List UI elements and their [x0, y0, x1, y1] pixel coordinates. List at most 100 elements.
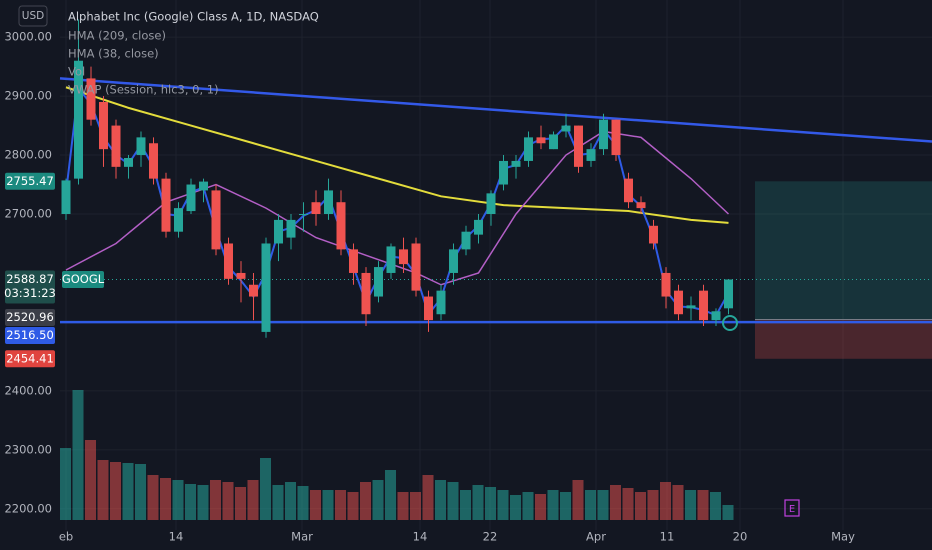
volume-bar	[560, 492, 571, 520]
candle-body	[674, 290, 683, 315]
last-price-badge	[5, 270, 55, 304]
currency[interactable]: USD	[22, 10, 44, 22]
candle-body	[386, 246, 396, 273]
volume-bar	[322, 490, 334, 520]
candle-body	[61, 180, 71, 215]
ticker-badge	[62, 271, 104, 289]
x-tick-label: eb	[59, 530, 73, 544]
candle-body	[586, 149, 596, 161]
volume-bar	[260, 458, 271, 520]
volume-bar	[172, 480, 184, 520]
volume-bar	[272, 485, 284, 520]
volume-bar	[547, 490, 559, 520]
candle-body	[486, 193, 496, 215]
volume-bar	[522, 492, 534, 520]
indicator-legend[interactable]: HMA (209, close)	[68, 29, 166, 43]
volume-bar	[672, 485, 684, 520]
volume-bar	[122, 463, 134, 520]
target-zone	[755, 181, 932, 320]
price-badge-label: 2520.96	[6, 310, 54, 324]
candle-body	[724, 279, 733, 309]
candle-body	[399, 249, 408, 265]
stop-zone	[755, 319, 932, 359]
candle-body	[374, 267, 383, 297]
candle-body	[211, 190, 221, 250]
x-tick-label: 20	[733, 530, 748, 544]
ticker-label: GOOGL	[62, 272, 105, 286]
candle-body	[499, 160, 508, 185]
volume-bar	[360, 482, 371, 520]
volume-bar	[285, 482, 296, 520]
marker-circle	[722, 315, 738, 331]
y-tick-label: 3000.00	[4, 30, 52, 44]
indicator-legend[interactable]: VWAP (Session, hlc3, 0, 1)	[68, 83, 219, 97]
volume-bar	[647, 490, 659, 520]
candle-body	[111, 125, 121, 167]
volume-bar	[297, 486, 309, 520]
volume-bar	[460, 490, 471, 520]
volume-bar	[235, 487, 246, 520]
trendline	[59, 77, 932, 143]
candle-body	[536, 137, 546, 144]
volume-bar	[347, 492, 359, 520]
volume-bar	[197, 485, 209, 520]
volume-bar	[210, 480, 221, 520]
candle-body	[199, 181, 208, 191]
candle-body	[424, 296, 433, 321]
candle-body	[149, 143, 158, 179]
x-tick-label: May	[831, 530, 855, 544]
volume-bar	[147, 475, 159, 520]
candle-body	[324, 190, 333, 215]
currency-box[interactable]	[18, 5, 48, 27]
volume-bar	[685, 490, 696, 520]
candle-body	[249, 284, 258, 297]
indicator-legend[interactable]: HMA (38, close)	[68, 47, 159, 61]
candle-body	[411, 243, 421, 291]
x-tick-label: 14	[169, 530, 184, 544]
volume-bar	[60, 448, 71, 520]
indicator-legend[interactable]: Vol	[68, 65, 85, 79]
volume-bar	[422, 475, 434, 520]
candle-body	[86, 78, 96, 120]
volume-bar	[710, 492, 721, 520]
price-badge-label: 2454.41	[6, 351, 54, 365]
candle-body	[574, 125, 583, 167]
candle-body	[524, 137, 533, 161]
price-badge	[5, 350, 55, 368]
y-tick-label: 2300.00	[4, 442, 52, 456]
candle-body	[124, 157, 133, 167]
price-badge	[5, 327, 55, 345]
y-tick-label: 2400.00	[4, 383, 52, 397]
price-badge-label: 2755.47	[6, 174, 54, 188]
candle-body	[624, 178, 633, 203]
volume-bar	[372, 480, 384, 520]
volume-bar	[472, 485, 484, 520]
y-tick-label: 2700.00	[4, 207, 52, 221]
chart-title: Alphabet Inc (Google) Class A, 1D, NASDA…	[68, 10, 319, 24]
volume-bar	[335, 490, 346, 520]
candle-body	[599, 119, 608, 150]
volume-bar	[410, 492, 421, 520]
candle-body	[336, 202, 346, 250]
volume-bar	[722, 505, 734, 520]
candle-body	[174, 208, 183, 232]
x-tick-label: Mar	[291, 530, 313, 544]
y-tick-label: 2900.00	[4, 89, 52, 103]
candle-body	[136, 137, 146, 156]
candle-body	[311, 202, 321, 215]
volume-bar	[535, 494, 546, 520]
candle-body	[74, 60, 83, 179]
candle-body	[561, 125, 571, 132]
volume-bar	[110, 462, 121, 520]
candle-body	[461, 231, 471, 250]
volume-bar	[597, 490, 609, 520]
candle-body	[349, 249, 358, 273]
candle-body	[474, 219, 483, 235]
volume-bar	[697, 490, 709, 520]
price-badge	[5, 309, 55, 327]
volume-bar	[247, 480, 259, 520]
volume-bar	[622, 488, 634, 520]
candle-body	[224, 243, 233, 279]
volume-bar	[435, 480, 446, 520]
candle-body	[649, 225, 658, 244]
